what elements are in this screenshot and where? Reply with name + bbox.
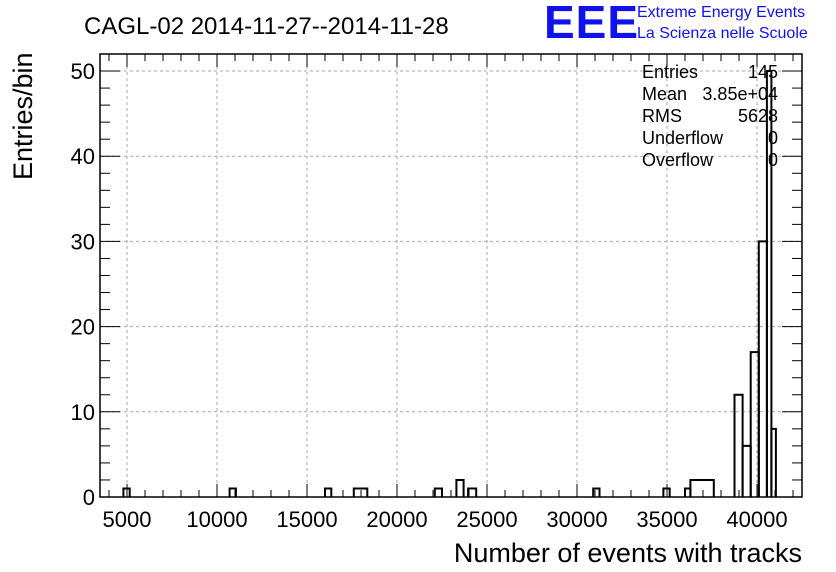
histogram-bin [733,393,744,497]
axes [99,53,803,498]
x-tick-label: 25000 [456,507,517,532]
histogram-bin [757,240,768,497]
x-tick-labels: 5000 10000 15000 20000 25000 30000 35000 40000 [103,507,788,532]
plot-frame [99,53,803,498]
histogram-bin [433,487,443,497]
x-tick-label: 20000 [366,507,427,532]
y-tick-label: 30 [71,229,95,254]
histogram-bin [455,478,465,497]
x-tick-label: 30000 [546,507,607,532]
stats-value: 3.85e+04 [702,84,778,104]
y-tick-label: 40 [71,144,95,169]
histogram-bin [228,487,237,497]
stats-value: 0 [768,150,778,170]
histogram-bin [324,487,333,497]
stats-label: Underflow [642,128,724,148]
histogram-bins [122,70,777,497]
histogram-bin [741,444,752,497]
grid-lines [100,54,802,498]
y-axis-label: Entries/bin [8,52,38,180]
histogram-bin [689,478,715,497]
histogram-bin [749,351,760,497]
logo-line-2: La Scienza nelle Scuole [637,25,808,42]
stats-box: Entries 145 Mean 3.85e+04 RMS 5628 Underflow 0 O… [642,62,778,170]
y-tick-label: 0 [83,485,95,510]
stats-label: Entries [642,62,698,82]
chart-title: CAGL-02 2014-11-27--2014-11-28 [84,13,449,40]
histogram-bin [467,487,478,497]
stats-label: Mean [642,84,687,104]
stats-label: Overflow [642,150,714,170]
stats-value: 5628 [738,106,778,126]
eee-logo: EEE [544,0,640,48]
histogram-bin [770,427,777,497]
stats-value: 0 [768,128,778,148]
x-tick-label: 35000 [636,507,697,532]
histogram-bin [352,487,369,497]
y-tick-labels: 0 10 20 30 40 50 [71,59,95,510]
y-tick-label: 20 [71,315,95,340]
histogram-bin [765,70,773,497]
x-axis-label: Number of events with tracks [454,538,802,568]
x-tick-label: 40000 [726,507,787,532]
y-tick-label: 10 [71,400,95,425]
logo-line-1: Extreme Energy Events [637,4,806,21]
histogram-bin [592,487,601,497]
y-tick-label: 50 [71,59,95,84]
stats-value: 145 [748,62,778,82]
stats-label: RMS [642,106,682,126]
x-tick-label: 15000 [276,507,337,532]
x-tick-label: 10000 [186,507,247,532]
x-tick-label: 5000 [103,507,152,532]
